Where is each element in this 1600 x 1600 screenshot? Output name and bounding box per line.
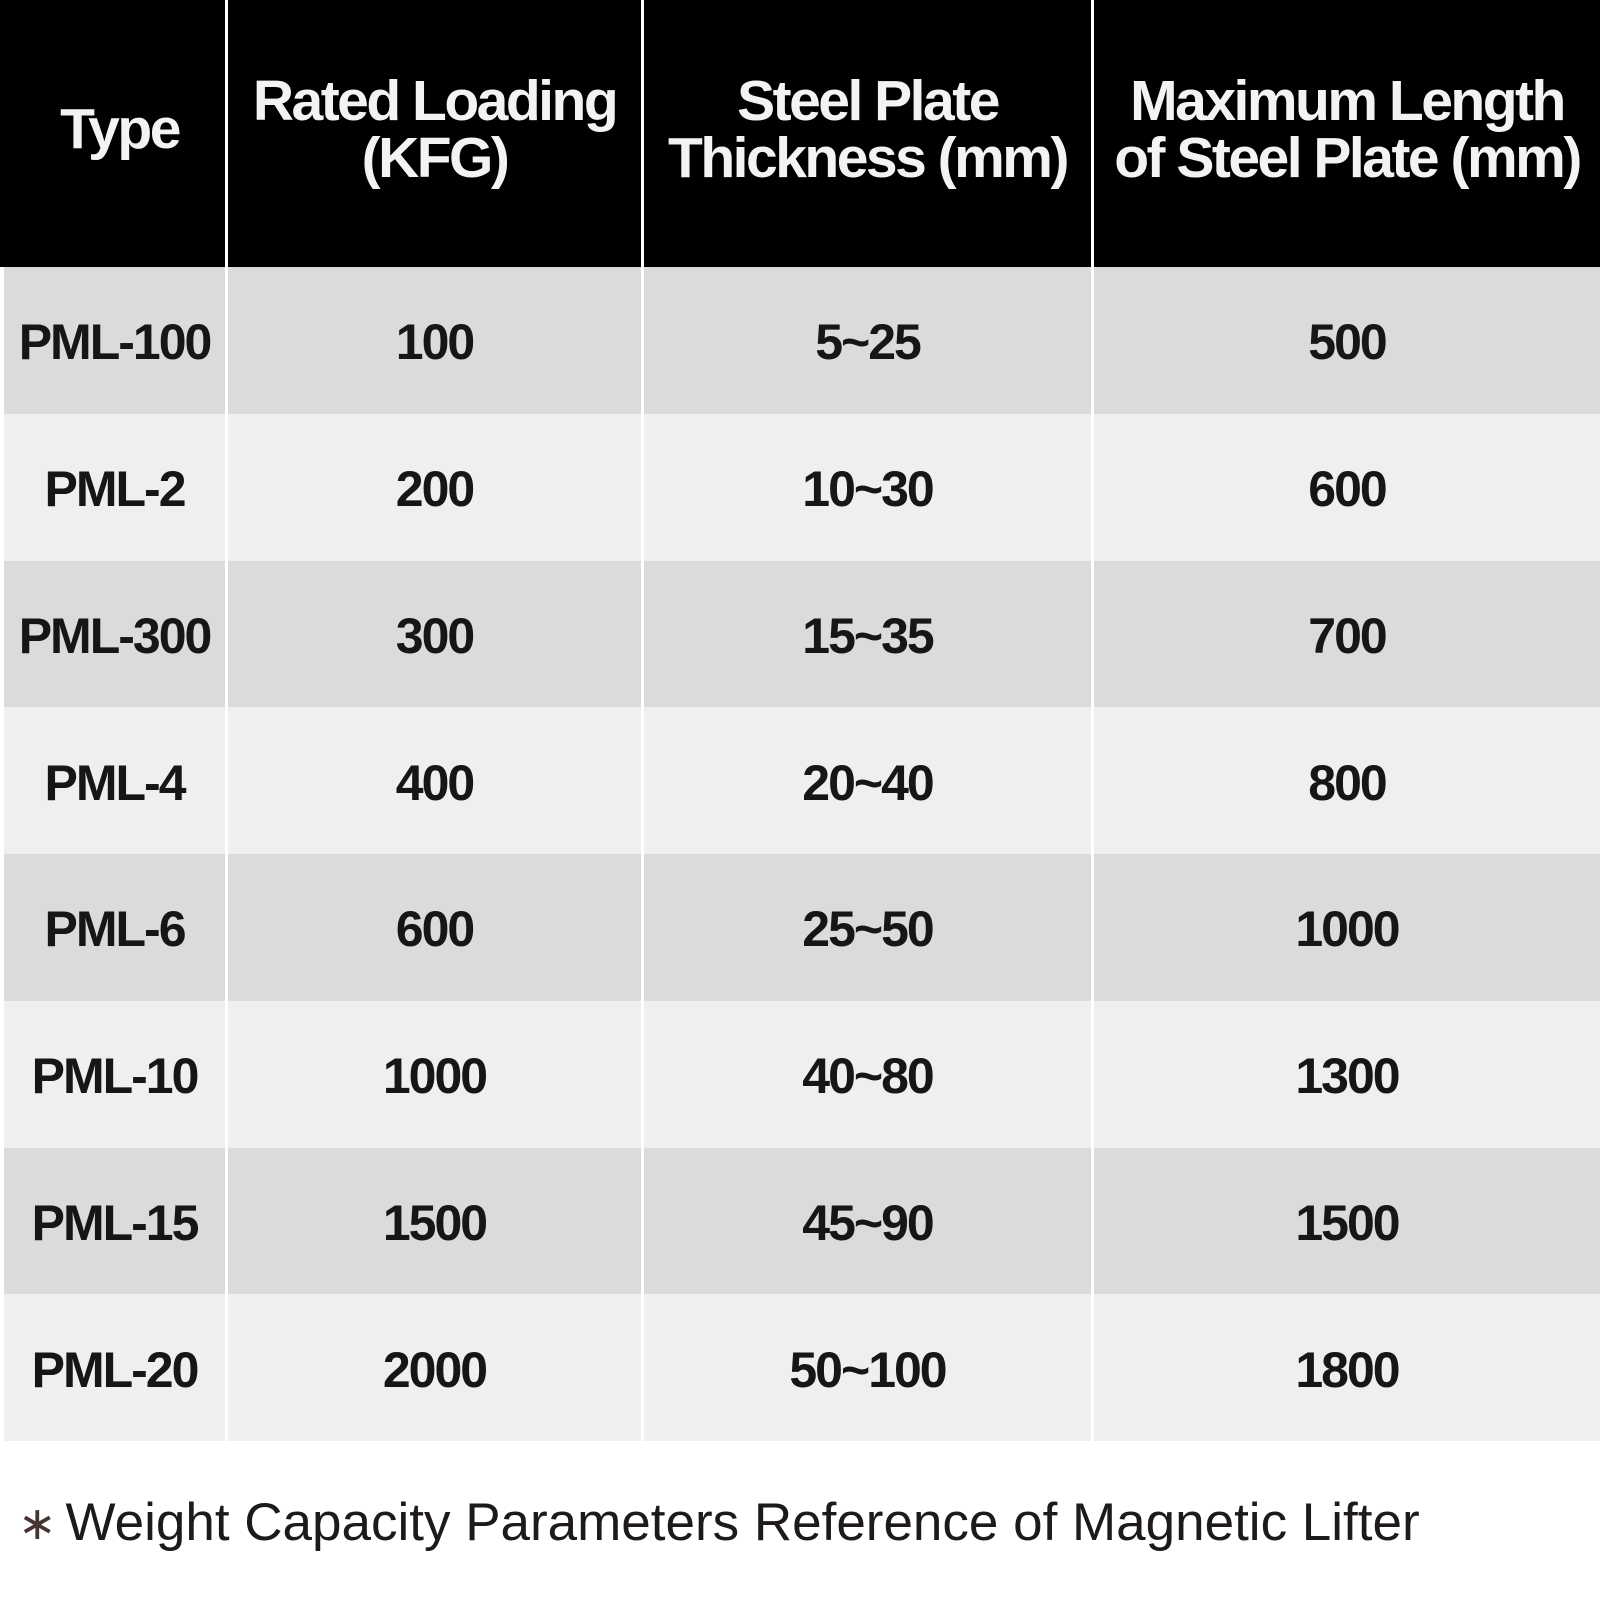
cell-rated-loading: 600 <box>228 854 644 1001</box>
table-row: PML-100 100 5~25 500 <box>0 267 1600 414</box>
cell-max-length: 500 <box>1094 267 1600 414</box>
cell-type: PML-10 <box>0 1000 228 1148</box>
column-header-steel-plate-thickness: Steel Plate Thickness (mm) <box>644 0 1094 267</box>
cell-rated-loading: 400 <box>228 707 644 854</box>
footnote: ∗ Weight Capacity Parameters Reference o… <box>18 1492 1420 1555</box>
cell-thickness: 20~40 <box>644 707 1094 854</box>
cell-thickness: 40~80 <box>644 1000 1094 1148</box>
column-header-type: Type <box>0 0 228 267</box>
cell-max-length: 1300 <box>1094 1000 1600 1148</box>
cell-max-length: 600 <box>1094 413 1600 561</box>
cell-rated-loading: 100 <box>228 267 644 414</box>
table-row: PML-10 1000 40~80 1300 <box>0 1000 1600 1148</box>
table-row: PML-300 300 15~35 700 <box>0 560 1600 708</box>
table-row: PML-6 600 25~50 1000 <box>0 854 1600 1001</box>
cell-type: PML-15 <box>0 1147 228 1295</box>
cell-thickness: 10~30 <box>644 413 1094 561</box>
cell-thickness: 15~35 <box>644 560 1094 708</box>
table-row: PML-15 1500 45~90 1500 <box>0 1147 1600 1295</box>
cell-max-length: 1000 <box>1094 854 1600 1001</box>
table-row: PML-20 2000 50~100 1800 <box>0 1294 1600 1441</box>
cell-type: PML-6 <box>0 854 228 1001</box>
cell-thickness: 50~100 <box>644 1294 1094 1441</box>
cell-rated-loading: 1000 <box>228 1000 644 1148</box>
cell-rated-loading: 1500 <box>228 1147 644 1295</box>
cell-thickness: 45~90 <box>644 1147 1094 1295</box>
magnetic-lifter-spec-table: Type Rated Loading (KFG) Steel Plate Thi… <box>0 0 1600 1441</box>
cell-type: PML-4 <box>0 707 228 854</box>
cell-max-length: 1800 <box>1094 1294 1600 1441</box>
cell-max-length: 1500 <box>1094 1147 1600 1295</box>
table-row: PML-4 400 20~40 800 <box>0 707 1600 854</box>
cell-rated-loading: 200 <box>228 413 644 561</box>
table-row: PML-2 200 10~30 600 <box>0 413 1600 561</box>
asterisk-icon: ∗ <box>18 1497 57 1549</box>
cell-type: PML-100 <box>0 267 228 414</box>
cell-thickness: 25~50 <box>644 854 1094 1001</box>
footnote-text: Weight Capacity Parameters Reference of … <box>65 1493 1420 1552</box>
cell-type: PML-2 <box>0 413 228 561</box>
cell-max-length: 700 <box>1094 560 1600 708</box>
table-header-row: Type Rated Loading (KFG) Steel Plate Thi… <box>0 0 1600 267</box>
cell-rated-loading: 300 <box>228 560 644 708</box>
cell-type: PML-300 <box>0 560 228 708</box>
cell-rated-loading: 2000 <box>228 1294 644 1441</box>
column-header-rated-loading: Rated Loading (KFG) <box>228 0 644 267</box>
cell-thickness: 5~25 <box>644 267 1094 414</box>
cell-type: PML-20 <box>0 1294 228 1441</box>
cell-max-length: 800 <box>1094 707 1600 854</box>
column-header-maximum-length: Maximum Length of Steel Plate (mm) <box>1094 0 1600 267</box>
